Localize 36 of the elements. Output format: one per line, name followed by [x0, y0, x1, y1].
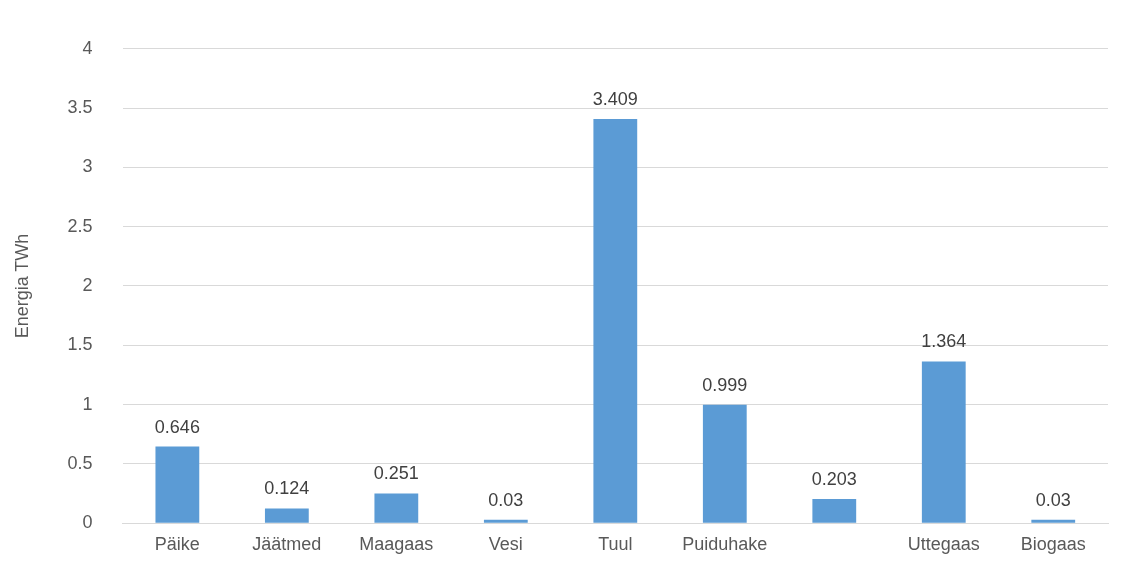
- y-tick-label: 2: [82, 274, 93, 295]
- bar: [593, 118, 638, 523]
- bar: [1031, 519, 1076, 523]
- y-tick-label: 2.5: [67, 215, 93, 236]
- bar: [374, 493, 419, 523]
- x-tick-label: Jäätmed: [252, 533, 322, 554]
- x-tick-label: Päike: [154, 533, 200, 554]
- x-tick-label: Maagaas: [359, 533, 434, 554]
- x-tick-label: Biogaas: [1020, 533, 1086, 554]
- y-tick-label: 3.5: [67, 97, 93, 118]
- x-tick-label: Uttegaas: [907, 533, 980, 554]
- x-tick-label: Vesi: [488, 533, 523, 554]
- y-tick-label: 4: [82, 37, 93, 58]
- data-label: 3.409: [592, 88, 638, 109]
- x-tick-label: Tuul: [598, 533, 633, 554]
- data-label: 0.124: [264, 478, 310, 499]
- y-tick-label: 0.5: [67, 452, 93, 473]
- y-tick-label: 1.5: [67, 334, 93, 355]
- y-tick-label: 3: [82, 156, 93, 177]
- data-label: 0.251: [373, 463, 419, 484]
- data-label: 0.203: [811, 469, 857, 490]
- bar: [812, 499, 857, 523]
- bar: [702, 404, 747, 523]
- data-label: 0.999: [702, 374, 748, 395]
- data-label: 0.03: [488, 489, 524, 510]
- bar: [264, 508, 309, 523]
- bar: [483, 519, 528, 523]
- y-tick-label: 0: [82, 512, 93, 533]
- data-label: 0.646: [154, 416, 200, 437]
- data-label: 1.364: [921, 331, 967, 352]
- bar: [155, 446, 200, 523]
- data-label: 0.03: [1035, 489, 1071, 510]
- y-tick-label: 1: [82, 393, 93, 414]
- y-axis-title: Energia TWh: [11, 233, 32, 339]
- x-tick-label: Puiduhake: [682, 533, 768, 554]
- bar: [921, 361, 966, 523]
